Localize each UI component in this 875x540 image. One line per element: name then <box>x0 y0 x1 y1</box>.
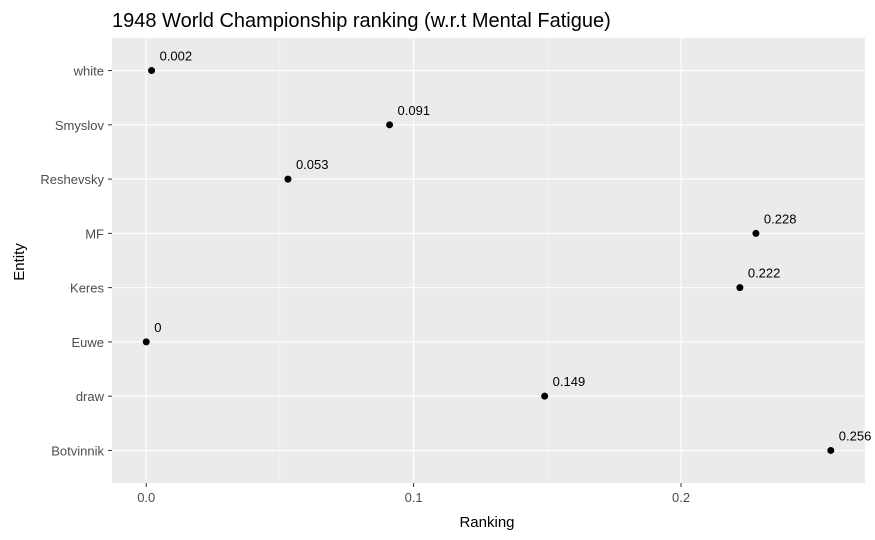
y-tick-label: white <box>73 64 104 79</box>
data-point <box>142 338 150 346</box>
y-tick-label: Botvinnik <box>51 443 104 458</box>
x-tick-label: 0.0 <box>137 490 155 505</box>
data-point <box>736 284 744 292</box>
data-label: 0.053 <box>296 157 329 172</box>
data-label: 0.149 <box>553 374 586 389</box>
data-point <box>541 392 549 400</box>
minor-grid <box>279 38 548 483</box>
y-tick-label: Smyslov <box>55 118 105 133</box>
data-point <box>827 446 835 454</box>
y-tick-label: Keres <box>70 281 104 296</box>
y-axis: white Smyslov Reshevsky MF Keres Euwe draw Botv… <box>40 64 112 458</box>
data-label: 0.222 <box>748 266 781 281</box>
data-label: 0 <box>154 320 161 335</box>
y-tick-label: draw <box>76 389 105 404</box>
plot-panel <box>112 38 865 483</box>
y-tick-label: MF <box>85 226 104 241</box>
data-point <box>148 67 156 75</box>
data-label: 0.256 <box>839 428 872 443</box>
data-label: 0.002 <box>160 49 193 64</box>
data-labels: 0.002 0.091 0.053 0.228 0.222 0 0.149 0.256 <box>154 49 871 444</box>
data-points <box>142 67 835 454</box>
x-tick-label: 0.1 <box>405 490 423 505</box>
data-point <box>752 229 760 237</box>
x-tick-label: 0.2 <box>672 490 690 505</box>
y-tick-label: Euwe <box>71 335 104 350</box>
x-axis: 0.0 0.1 0.2 <box>137 483 690 505</box>
y-axis-title: Entity <box>11 243 28 281</box>
y-tick-label: Reshevsky <box>40 172 104 187</box>
chart-title: 1948 World Championship ranking (w.r.t M… <box>112 10 611 32</box>
data-point <box>386 121 394 129</box>
x-axis-title: Ranking <box>459 514 514 531</box>
data-point <box>284 175 292 183</box>
data-label: 0.091 <box>398 103 431 118</box>
data-label: 0.228 <box>764 211 797 226</box>
